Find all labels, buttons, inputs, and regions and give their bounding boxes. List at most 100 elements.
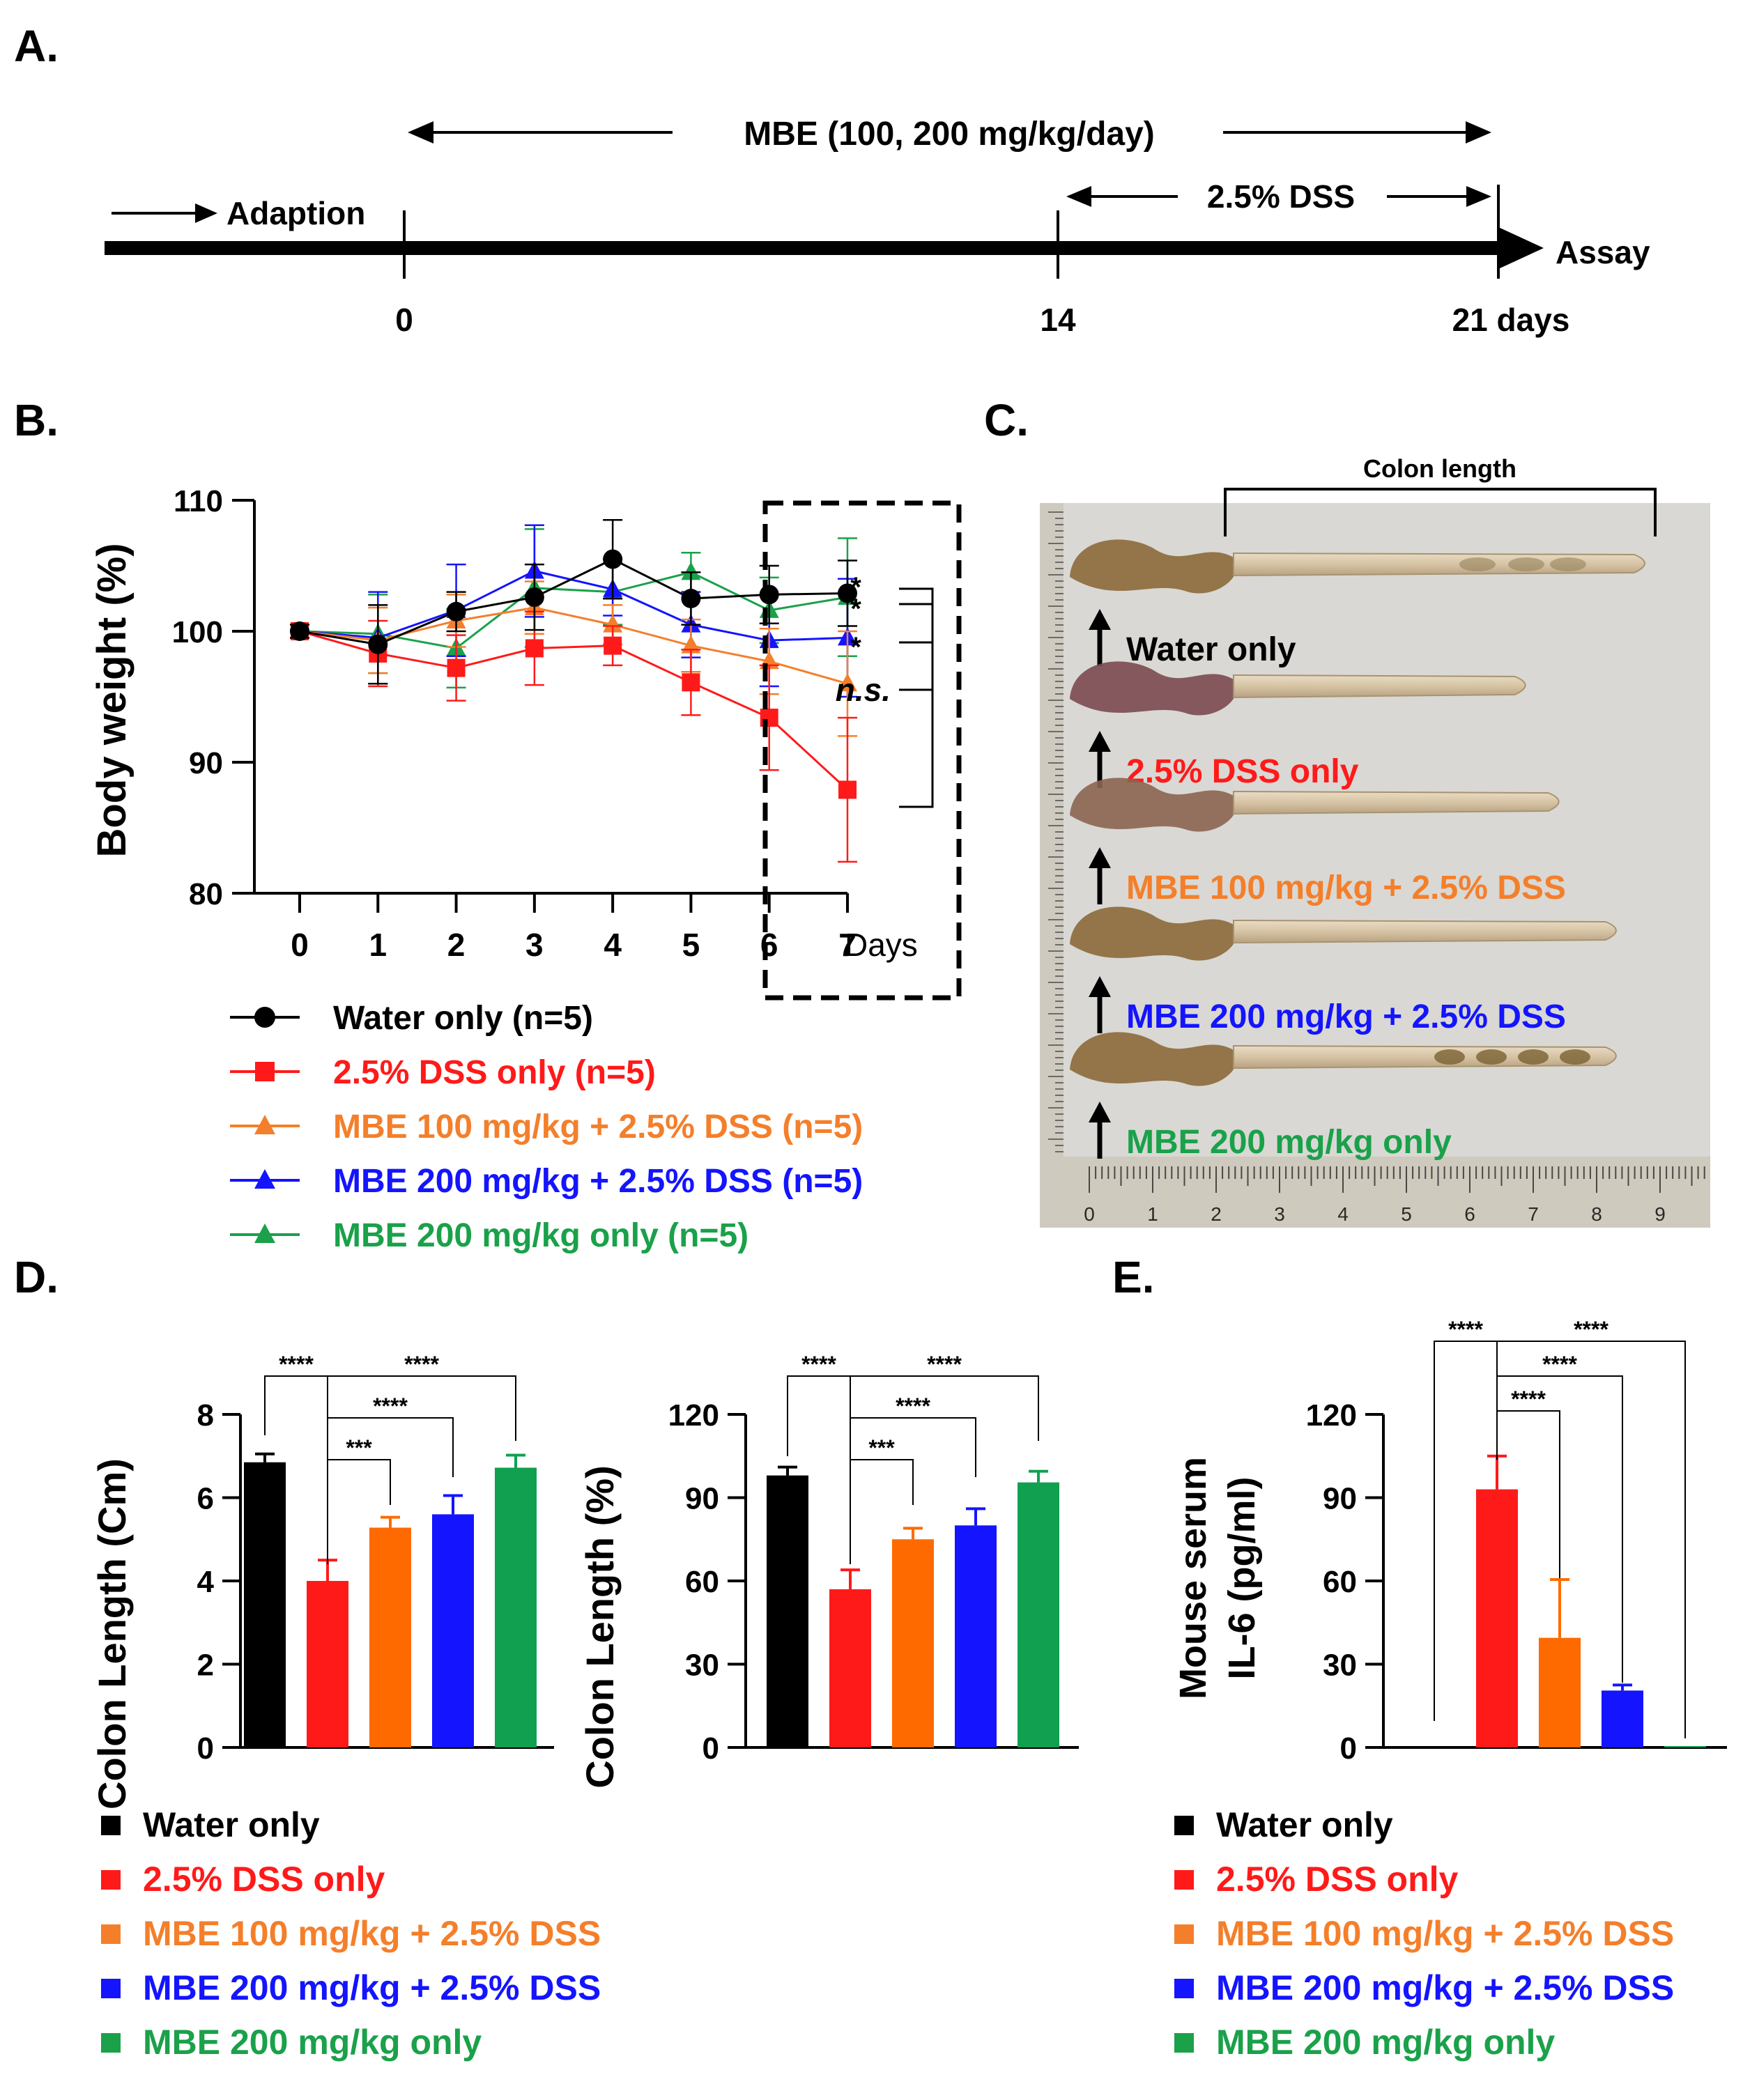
y-tick-label: 30 bbox=[1323, 1649, 1357, 1683]
photo-arrowhead bbox=[1089, 609, 1111, 630]
data-point bbox=[838, 673, 857, 692]
ruler-label: 2 bbox=[1211, 1203, 1222, 1225]
colon-body bbox=[1233, 674, 1526, 699]
panel-label-a: A. bbox=[14, 21, 59, 71]
sig-label: * bbox=[850, 594, 861, 624]
photo-left-ruler bbox=[1040, 503, 1064, 1228]
legend-label: 2.5% DSS only bbox=[143, 1860, 385, 1899]
x-tick-label: 0 bbox=[291, 927, 309, 963]
bar bbox=[829, 1589, 871, 1747]
dss-arrowhead-right bbox=[1466, 186, 1491, 207]
y-tick-label: 60 bbox=[1323, 1565, 1357, 1599]
legend-label: MBE 100 mg/kg + 2.5% DSS (n=5) bbox=[333, 1109, 863, 1145]
sig-label: **** bbox=[927, 1352, 962, 1377]
sig-label: **** bbox=[801, 1352, 836, 1377]
x-tick-label: 1 bbox=[369, 927, 387, 963]
colon-body bbox=[1233, 552, 1645, 577]
sig-bracket bbox=[328, 1417, 454, 1477]
legend-swatch bbox=[101, 1870, 121, 1890]
timeline-axis bbox=[105, 241, 1505, 255]
mbe-arrowhead-left bbox=[408, 121, 433, 144]
x-axis-label: Days bbox=[845, 927, 918, 963]
colon-photo-background bbox=[1040, 503, 1710, 1228]
panel-a: A. 0 14 21 days Assay Adaption MBE (100,… bbox=[14, 21, 1650, 338]
bottom-ruler-ticks: 0 1 2 3 4 5 6 7 8 9 bbox=[1084, 1166, 1705, 1225]
y-tick-label: 0 bbox=[1340, 1731, 1357, 1766]
legend-label: MBE 200 mg/kg only bbox=[143, 2023, 482, 2062]
data-point bbox=[524, 587, 544, 608]
data-point bbox=[759, 585, 779, 605]
y-tick-label: 8 bbox=[197, 1398, 214, 1433]
legend-marker bbox=[254, 1007, 275, 1028]
legend-label: Water only bbox=[1216, 1805, 1393, 1844]
sig-label: *** bbox=[868, 1435, 895, 1460]
sig-label: **** bbox=[1448, 1317, 1483, 1342]
sig-label: **** bbox=[1542, 1352, 1577, 1377]
sig-bracket-outer bbox=[899, 587, 934, 808]
data-point bbox=[838, 780, 857, 799]
colon-pct-ylabel: Colon Length (%) bbox=[578, 1465, 622, 1788]
il6-ylabel-line2: IL-6 (pg/ml) bbox=[1221, 1477, 1263, 1680]
panel-label-e: E. bbox=[1112, 1252, 1154, 1302]
sig-bracket bbox=[850, 1417, 976, 1477]
legend-swatch bbox=[1174, 1979, 1194, 1998]
legend-label: MBE 200 mg/kg + 2.5% DSS bbox=[143, 1968, 601, 2007]
timeline-arrowhead bbox=[1498, 227, 1544, 269]
legend-swatch bbox=[1174, 2033, 1194, 2053]
legend-label: 2.5% DSS only bbox=[1216, 1860, 1459, 1899]
panel-label-c: C. bbox=[984, 395, 1029, 445]
sig-label: * bbox=[850, 632, 861, 663]
photo-arrowhead bbox=[1089, 847, 1111, 868]
panel-label-b: B. bbox=[14, 395, 59, 445]
panel-c: C. 0 1 2 3 4 5 6 7 8 9 Colon length Water only 2.5… bbox=[984, 395, 1710, 1228]
photo-arrowhead bbox=[1089, 976, 1111, 997]
colon-cecum bbox=[1070, 906, 1237, 961]
x-tick-label: 3 bbox=[525, 927, 544, 963]
y-tick-label: 120 bbox=[1306, 1398, 1357, 1433]
data-point bbox=[681, 589, 701, 608]
bar bbox=[244, 1462, 286, 1747]
sig-label: **** bbox=[373, 1393, 408, 1419]
legend-e: Water only 2.5% DSS only MBE 100 mg/kg + 2… bbox=[1174, 1805, 1674, 2062]
sig-bracket bbox=[1434, 1341, 1498, 1721]
fecal-pellet bbox=[1476, 1049, 1507, 1065]
x-tick-label: 2 bbox=[447, 927, 466, 963]
fecal-pellet bbox=[1518, 1049, 1549, 1065]
bar bbox=[307, 1581, 348, 1747]
colon-body bbox=[1233, 1044, 1617, 1070]
bar bbox=[1413, 1746, 1455, 1747]
bar bbox=[1539, 1637, 1581, 1747]
y-tick-label: 90 bbox=[685, 1482, 719, 1516]
bar bbox=[369, 1527, 411, 1747]
assay-label: Assay bbox=[1556, 234, 1650, 270]
legend-marker bbox=[254, 1115, 275, 1134]
sig-label: n.s. bbox=[836, 672, 891, 708]
dss-label: 2.5% DSS bbox=[1207, 178, 1355, 215]
colon-specimens: Water only 2.5% DSS only MBE 100 mg/kg + 2… bbox=[1070, 539, 1645, 1161]
legend-label: MBE 200 mg/kg only (n=5) bbox=[333, 1217, 748, 1254]
series-line bbox=[299, 630, 849, 791]
legend-marker bbox=[254, 1223, 275, 1243]
ruler-label: 7 bbox=[1528, 1203, 1539, 1225]
dss-arrowhead-left bbox=[1066, 186, 1091, 207]
il6-chart: 0 30 60 90 120 **** **** **** **** bbox=[1306, 1317, 1727, 1766]
colon-body bbox=[1233, 790, 1560, 815]
ruler-label: 0 bbox=[1084, 1203, 1095, 1225]
sig-bracket bbox=[850, 1375, 1039, 1441]
timeline-tick-label-0: 0 bbox=[395, 302, 413, 338]
ruler-label: 8 bbox=[1591, 1203, 1602, 1225]
ruler-label: 5 bbox=[1401, 1203, 1412, 1225]
legend-label: MBE 200 mg/kg + 2.5% DSS bbox=[1216, 1968, 1674, 2007]
bar bbox=[1602, 1690, 1643, 1747]
bar bbox=[432, 1514, 474, 1747]
fecal-pellet bbox=[1459, 557, 1496, 571]
data-point bbox=[681, 562, 701, 580]
ruler-label: 6 bbox=[1464, 1203, 1475, 1225]
legend-swatch bbox=[1174, 1870, 1194, 1890]
legend-label: MBE 100 mg/kg + 2.5% DSS bbox=[1216, 1914, 1674, 1953]
series-line bbox=[299, 557, 848, 646]
fecal-pellet bbox=[1508, 557, 1544, 571]
colon-cm-ylabel: Colon Length (Cm) bbox=[90, 1458, 134, 1809]
photo-arrowhead bbox=[1089, 1102, 1111, 1122]
